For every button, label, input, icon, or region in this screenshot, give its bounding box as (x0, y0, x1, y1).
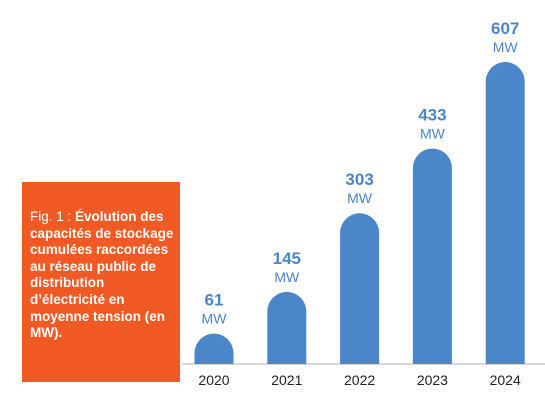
value-label-2024: 607 (491, 19, 519, 38)
x-tick-label-2020: 2020 (198, 372, 229, 388)
value-label-2023: 433 (418, 106, 446, 125)
x-tick-label-2022: 2022 (344, 372, 375, 388)
value-label-2021: 145 (273, 249, 301, 268)
labels-layer: 61MW2020145MW2021303MW2022433MW2023607MW… (198, 19, 521, 388)
unit-label-2021: MW (274, 269, 300, 285)
value-label-2022: 303 (345, 170, 373, 189)
unit-label-2022: MW (347, 190, 373, 206)
x-tick-label-2023: 2023 (417, 372, 448, 388)
bar-2020 (194, 333, 234, 364)
x-tick-label-2024: 2024 (490, 372, 521, 388)
caption-background (22, 182, 180, 382)
unit-label-2023: MW (420, 126, 446, 142)
bar-2021 (267, 291, 307, 364)
caption-body: Évolution des capacités de stockage cumu… (30, 209, 174, 341)
x-tick-label-2021: 2021 (271, 372, 302, 388)
bar-2024 (485, 62, 525, 364)
bar-2023 (412, 148, 452, 364)
figure-caption: Fig. 1 : Évolution des capacités de stoc… (22, 182, 180, 382)
unit-label-2024: MW (493, 39, 519, 55)
caption-lead: Fig. 1 : (30, 209, 76, 224)
bar-2022 (340, 213, 380, 364)
value-label-2020: 61 (205, 291, 224, 310)
bars-layer (194, 62, 525, 364)
unit-label-2020: MW (202, 311, 228, 327)
